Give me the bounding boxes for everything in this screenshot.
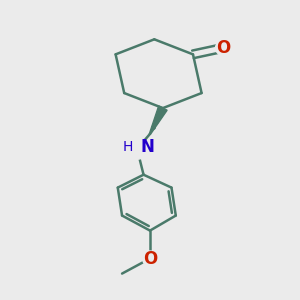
Circle shape xyxy=(142,251,158,266)
Circle shape xyxy=(127,139,147,159)
Text: O: O xyxy=(143,250,157,268)
Text: O: O xyxy=(216,39,230,57)
Polygon shape xyxy=(149,106,167,134)
Circle shape xyxy=(216,40,231,56)
Text: H: H xyxy=(122,140,133,154)
Text: N: N xyxy=(140,138,154,156)
